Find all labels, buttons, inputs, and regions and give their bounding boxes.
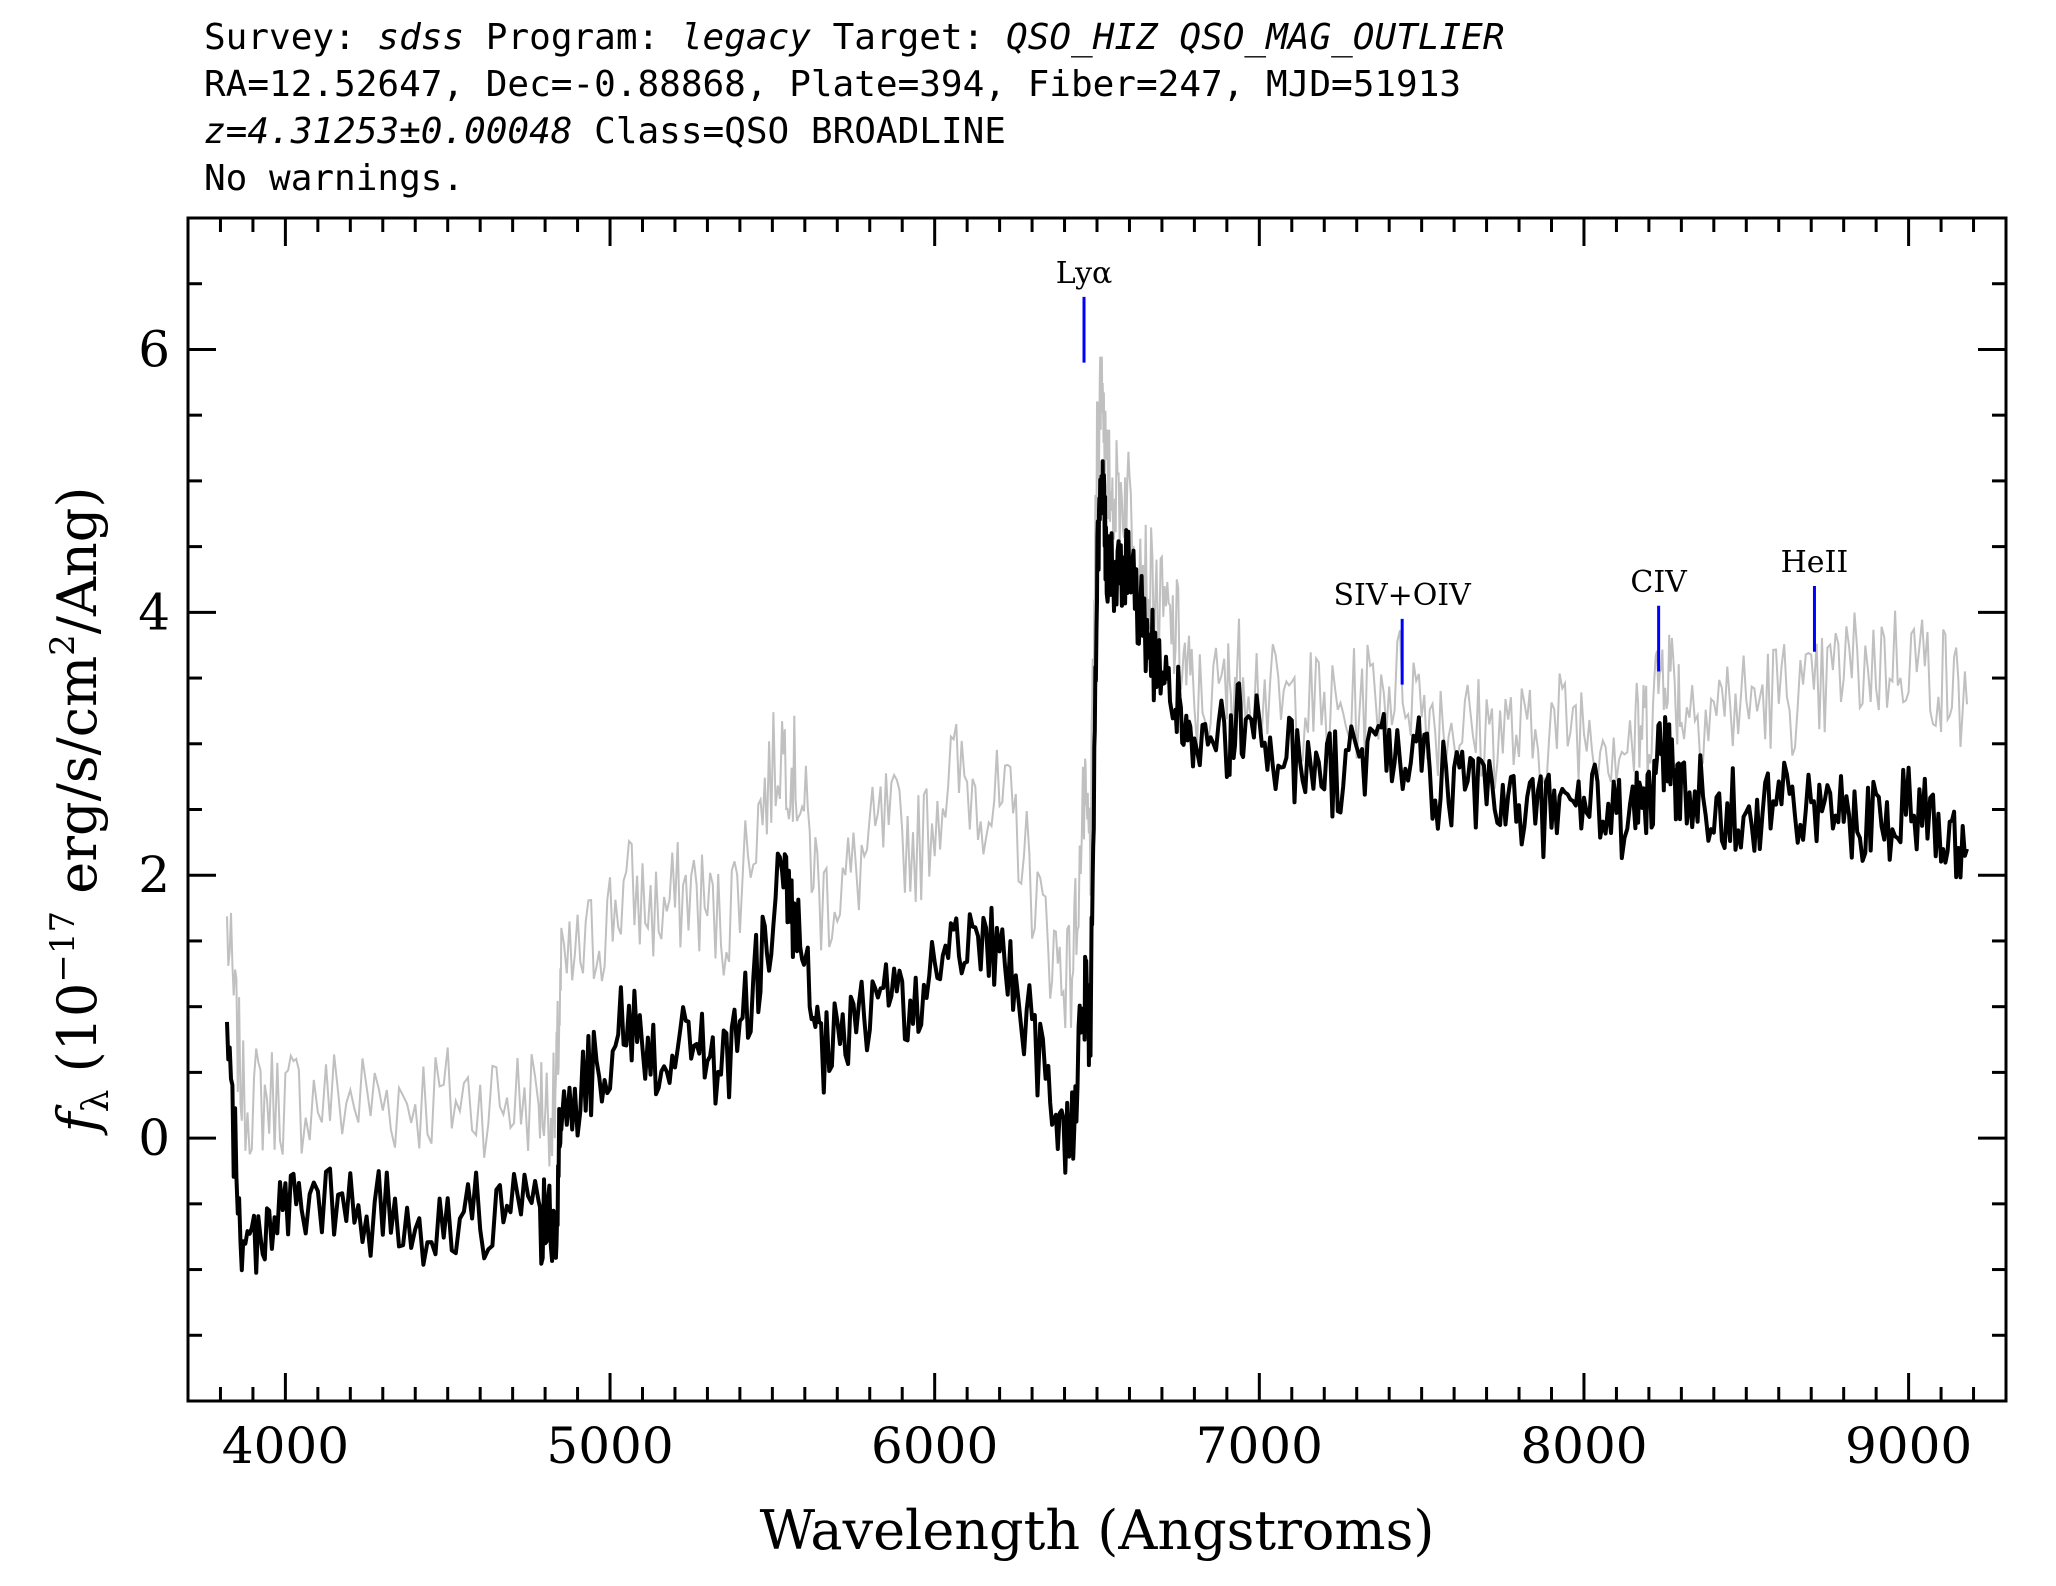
y-axis-title-part: 2 xyxy=(43,634,83,656)
x-tick-label: 8000 xyxy=(1520,1417,1647,1475)
emission-line-markers: Lyα SIV+OIV CIV HeII xyxy=(1056,256,1849,685)
survey-value: sdss xyxy=(377,17,465,58)
spectrum-header: Survey: sdss Program: legacy Target: QSO… xyxy=(204,14,1505,202)
y-axis-title-part: −17 xyxy=(43,911,83,983)
line-marker-label: CIV xyxy=(1630,565,1688,600)
flux-layer xyxy=(225,459,1969,1275)
x-tick-label: 9000 xyxy=(1845,1417,1972,1475)
y-axis-title: fλ (10−17 erg/s/cm2/Ang) xyxy=(43,487,117,1137)
tick-labels: 4000 5000 6000 7000 8000 9000 0 2 4 6 xyxy=(138,320,1972,1475)
x-tick-label: 6000 xyxy=(871,1417,998,1475)
target-label: Target: xyxy=(832,17,985,58)
y-tick-label: 4 xyxy=(138,583,170,641)
target-value: QSO_HIZ QSO_MAG_OUTLIER xyxy=(1006,17,1505,58)
header-line-2: RA=12.52647, Dec=-0.88868, Plate=394, Fi… xyxy=(204,64,1462,105)
header-line-3: z=4.31253±0.00048 Class=QSO BROADLINE xyxy=(204,108,1505,155)
y-axis-title-part: (10 xyxy=(46,983,109,1090)
error-envelope-line xyxy=(226,356,1968,1167)
header-line-1: Survey: sdss Program: legacy Target: QSO… xyxy=(204,14,1505,61)
y-tick-label: 0 xyxy=(138,1109,170,1167)
y-axis-title-part: λ xyxy=(76,1090,117,1113)
line-marker-label: SIV+OIV xyxy=(1334,578,1473,613)
class-value: Class=QSO BROADLINE xyxy=(594,111,1006,152)
x-axis-title: Wavelength (Angstroms) xyxy=(760,1499,1435,1562)
x-tick-label: 5000 xyxy=(546,1417,673,1475)
x-tick-label: 4000 xyxy=(222,1417,349,1475)
survey-label: Survey: xyxy=(204,17,356,58)
y-tick-label: 2 xyxy=(138,846,170,904)
line-marker-label: Lyα xyxy=(1056,256,1113,291)
header-line-4: No warnings. xyxy=(204,158,465,199)
program-value: legacy xyxy=(680,17,811,58)
y-axis-title-part: erg/s/cm xyxy=(46,656,109,911)
tick-marks xyxy=(188,218,2006,1401)
x-tick-label: 7000 xyxy=(1196,1417,1323,1475)
redshift-value: z=4.31253±0.00048 xyxy=(204,111,573,152)
flux-line xyxy=(225,459,1969,1275)
y-axis-title-part: /Ang) xyxy=(46,487,109,635)
y-tick-label: 6 xyxy=(138,320,170,378)
line-marker-label: HeII xyxy=(1781,545,1849,580)
error-envelope-layer xyxy=(226,356,1968,1167)
program-label: Program: xyxy=(485,17,660,58)
